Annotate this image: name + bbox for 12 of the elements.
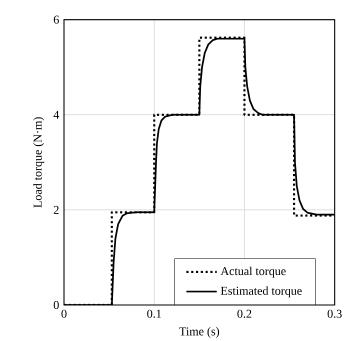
y-tick-label: 2 bbox=[54, 206, 59, 214]
y-tick-label: 4 bbox=[54, 110, 60, 119]
y-tick-label: 6 bbox=[54, 16, 59, 24]
x-tick-label: 0.1 bbox=[147, 310, 162, 318]
x-tick-label: 0 bbox=[61, 310, 67, 318]
y-tick-label: 0 bbox=[54, 300, 59, 310]
x-axis-title: Time (s) bbox=[179, 327, 220, 338]
legend-label: Estimated torque bbox=[220, 286, 302, 298]
legend-label: Actual torque bbox=[220, 266, 286, 278]
y-axis-title: Load torque (N·m) bbox=[33, 117, 44, 208]
x-tick-label: 0.2 bbox=[237, 310, 252, 318]
x-tick-label: 0.3 bbox=[328, 310, 342, 318]
